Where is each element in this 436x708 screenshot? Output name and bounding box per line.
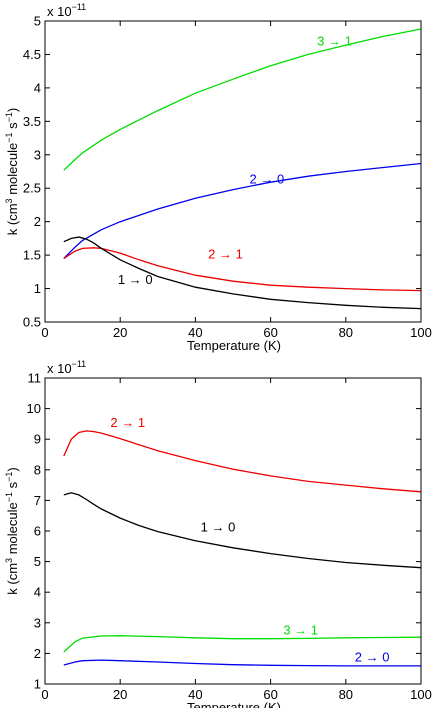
x-tick-label-top-3: 60 <box>263 325 277 340</box>
y-axis-title-top: k (cm3 molecule−1 s−1) <box>4 108 20 235</box>
y-tick-label-top-3: 2 <box>34 214 41 229</box>
series-label-bottom-0: 2 → 1 <box>110 415 145 430</box>
series-line-bottom-0 <box>63 430 422 493</box>
x-axis-title-bottom: Temperature (K) <box>187 700 281 708</box>
y-tick-label-bottom-0: 1 <box>34 677 41 692</box>
y-tick-label-bottom-6: 7 <box>34 493 41 508</box>
y-tick-label-top-9: 5 <box>34 14 41 29</box>
y-tick-label-top-1: 1 <box>34 281 41 296</box>
y-tick-label-top-6: 3.5 <box>23 114 41 129</box>
series-line-bottom-3 <box>63 659 421 667</box>
series-line-bottom-1 <box>63 492 422 569</box>
x-tick-label-top-2: 40 <box>188 325 202 340</box>
y-tick-label-top-0: 0.5 <box>23 315 41 330</box>
y-tick-label-bottom-5: 6 <box>34 524 41 539</box>
y-tick-label-bottom-1: 2 <box>34 646 41 661</box>
x-tick-label-top-0: 0 <box>41 325 48 340</box>
series-label-bottom-2: 3 → 1 <box>283 622 318 637</box>
series-line-bottom-2 <box>63 635 422 653</box>
x-tick-label-bottom-1: 20 <box>113 687 127 702</box>
series-label-top-2: 2 → 1 <box>208 246 243 261</box>
series-label-top-1: 2 → 0 <box>249 172 284 187</box>
x-tick-label-top-4: 80 <box>339 325 353 340</box>
x-tick-label-bottom-2: 40 <box>188 687 202 702</box>
x-tick-label-top-1: 20 <box>113 325 127 340</box>
y-tick-label-bottom-4: 5 <box>34 554 41 569</box>
y-tick-label-top-2: 1.5 <box>23 248 41 263</box>
x-tick-label-bottom-4: 80 <box>339 687 353 702</box>
y-tick-label-bottom-8: 9 <box>34 432 41 447</box>
series-line-top-1 <box>63 162 422 259</box>
series-label-bottom-3: 2 → 0 <box>355 649 390 664</box>
x-tick-label-bottom-0: 0 <box>41 687 48 702</box>
series-label-top-0: 3 → 1 <box>317 34 352 49</box>
y-tick-label-top-7: 4 <box>34 80 41 95</box>
y-tick-label-bottom-10: 11 <box>28 371 42 386</box>
x-tick-label-bottom-5: 100 <box>410 687 432 702</box>
series-line-top-3 <box>63 236 422 310</box>
chart-bottom: 0 20 40 60 80 100 1 2 3 4 5 6 7 8 9 10 11 x 10−11 Temperat… <box>4 359 432 708</box>
x-tick-label-top-5: 100 <box>410 325 432 340</box>
y-tick-label-top-8: 4.5 <box>23 47 41 62</box>
series-label-top-3: 1 → 0 <box>118 272 153 287</box>
x-axis-title-top: Temperature (K) <box>187 338 281 353</box>
plot-frame-top <box>44 20 422 323</box>
y-tick-label-bottom-2: 3 <box>34 615 41 630</box>
x-tick-label-bottom-3: 60 <box>263 687 277 702</box>
y-tick-label-top-4: 2.5 <box>23 181 41 196</box>
y-tick-label-bottom-7: 8 <box>34 462 41 477</box>
chart-top: 0 20 40 60 80 100 0.5 1 1.5 2 2.5 3 3.5 4 4.5 5 x 10−11 T… <box>4 2 432 353</box>
y-tick-label-bottom-9: 10 <box>27 401 41 416</box>
y-tick-label-bottom-3: 4 <box>34 585 41 600</box>
axis-exponent-bottom: x 10−11 <box>47 359 86 376</box>
axis-exponent-top: x 10−11 <box>47 2 86 19</box>
series-line-top-0 <box>63 28 422 171</box>
y-axis-title-bottom: k (cm3 molecule−1 s−1) <box>4 467 20 594</box>
series-label-bottom-1: 1 → 0 <box>201 520 236 535</box>
y-tick-label-top-5: 3 <box>34 147 41 162</box>
series-line-top-2 <box>63 247 422 292</box>
